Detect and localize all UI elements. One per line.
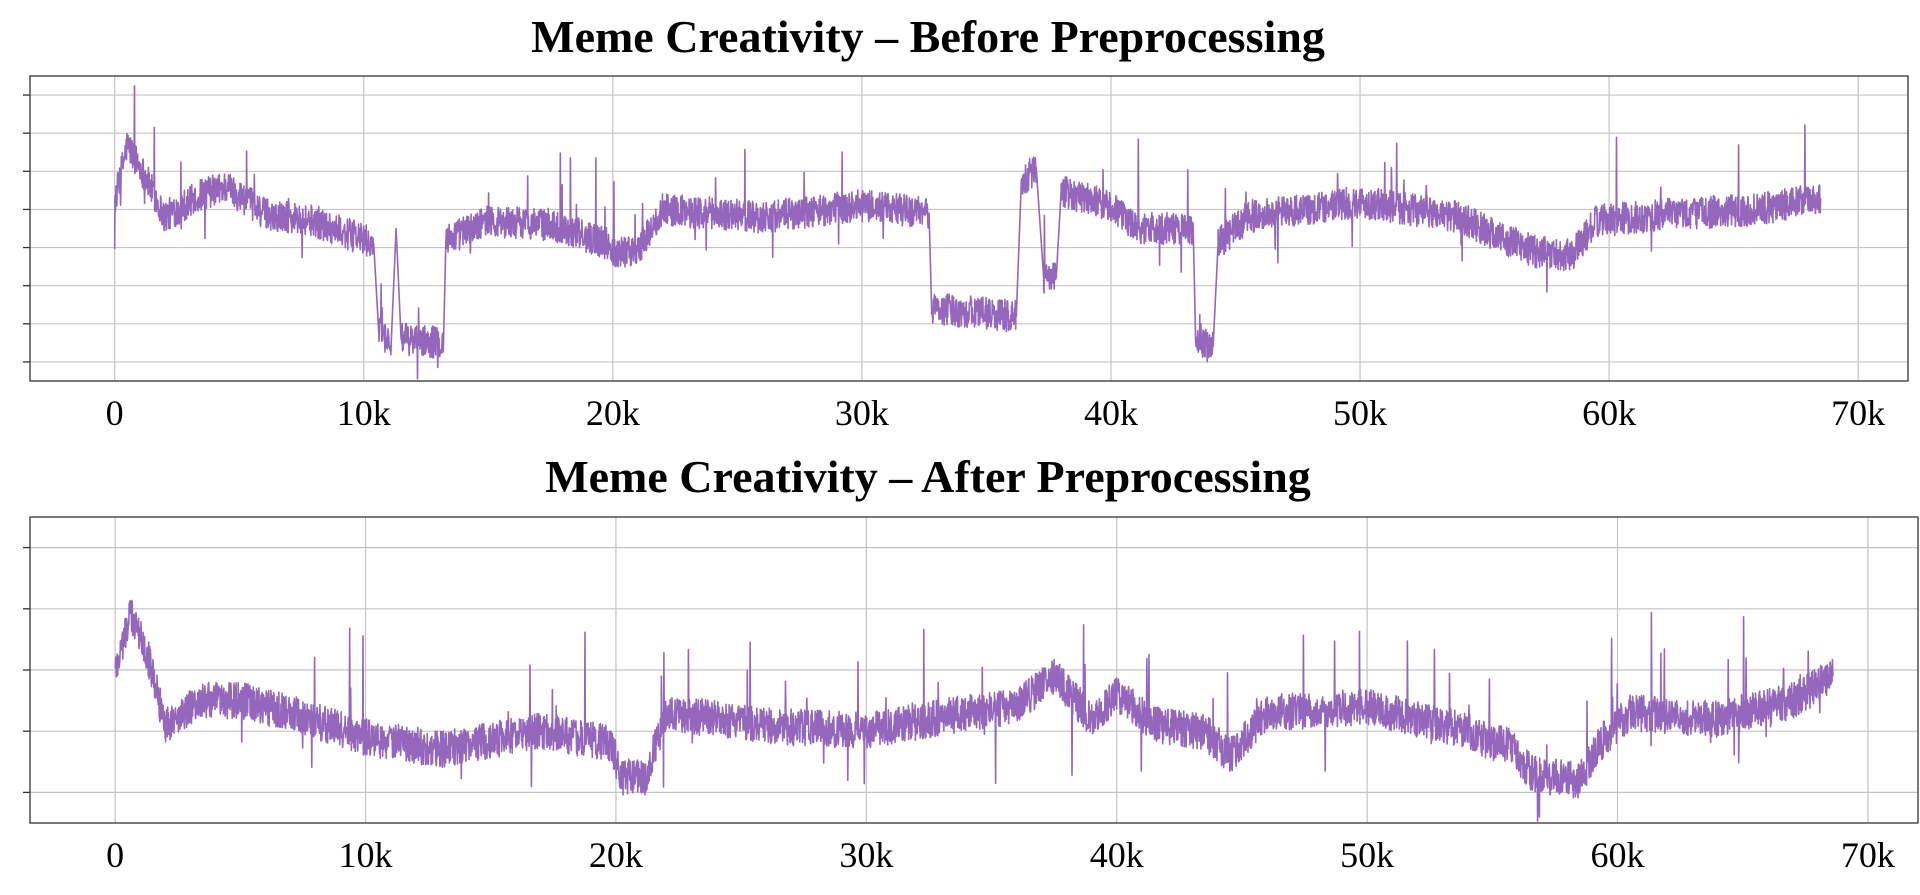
x-tick-label: 10k: [337, 393, 391, 433]
chart-title-before: Meme Creativity – Before Preprocessing: [531, 11, 1325, 62]
x-tick-label: 60k: [1582, 393, 1636, 433]
x-tick-label: 70k: [1841, 835, 1895, 875]
series-line: [113, 85, 1822, 380]
x-tick-label: 20k: [586, 393, 640, 433]
plot-frame: [29, 516, 1919, 824]
x-tick-label: 50k: [1340, 835, 1394, 875]
chart-title-after: Meme Creativity – After Preprocessing: [545, 451, 1311, 502]
x-tick-label: 70k: [1831, 393, 1885, 433]
plot-frame: [29, 75, 1909, 382]
x-tick-label: 60k: [1591, 835, 1645, 875]
chart-before-preprocessing: 0 10k 20k 30k 40k 50k 60k 70k Meme Creativity – …: [23, 11, 1909, 433]
x-tick-label: 10k: [339, 835, 393, 875]
x-tick-label: 30k: [839, 835, 893, 875]
x-tick-label: 0: [106, 393, 124, 433]
x-tick-label: 40k: [1090, 835, 1144, 875]
x-tick-label: 50k: [1333, 393, 1387, 433]
x-tick-label: 30k: [835, 393, 889, 433]
x-tick-label: 40k: [1084, 393, 1138, 433]
x-tick-label: 0: [106, 835, 124, 875]
x-tick-label: 20k: [589, 835, 643, 875]
chart-after-preprocessing: 0 10k 20k 30k 40k 50k 60k 70k Meme Creativity – …: [23, 451, 1919, 875]
series-line: [114, 599, 1834, 822]
